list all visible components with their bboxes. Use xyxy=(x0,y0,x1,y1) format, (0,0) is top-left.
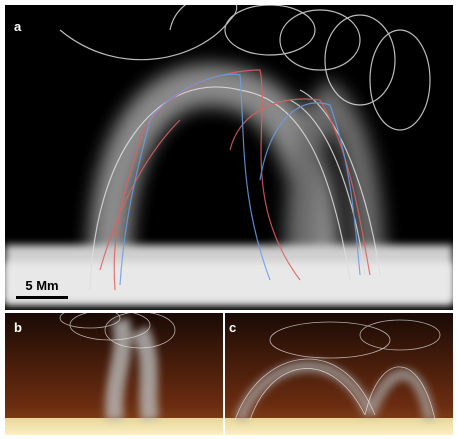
panel-label: a xyxy=(14,19,22,34)
scale-bar xyxy=(16,296,68,299)
panel-label: b xyxy=(14,320,22,335)
panel-label: c xyxy=(229,320,236,335)
panel-a xyxy=(5,0,453,310)
scale-bar-label: 5 Mm xyxy=(25,278,58,293)
figure: a 5 Mm b c xyxy=(0,0,457,439)
page: a 5 Mm b c (() => { con xyxy=(0,0,457,439)
panel-c xyxy=(225,313,453,438)
panel-b xyxy=(5,308,223,438)
